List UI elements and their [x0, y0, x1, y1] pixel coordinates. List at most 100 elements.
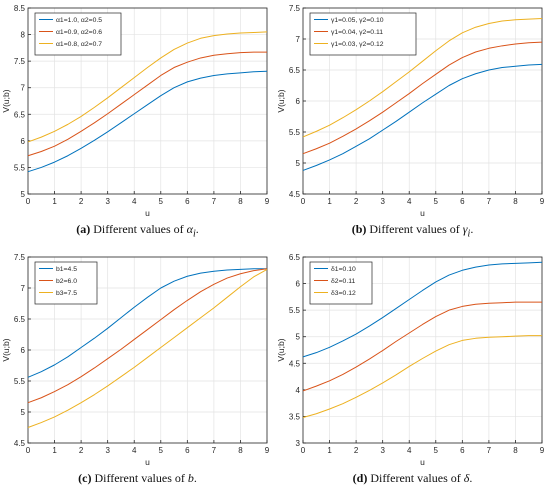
x-tick-label: 3 [105, 446, 110, 455]
x-tick-label: 4 [132, 197, 137, 206]
caption-d-text: Different values of [370, 471, 464, 485]
legend: b1=4.5 b2=6.0 b3=7.5 [34, 261, 98, 305]
y-tick-label: 6.5 [14, 110, 26, 119]
y-axis-label: V(u;b) [276, 338, 286, 361]
series-line-2 [27, 268, 268, 404]
y-tick-label: 6.5 [289, 253, 301, 262]
x-tick-label: 0 [26, 197, 31, 206]
x-tick-label: 0 [301, 446, 306, 455]
y-tick-label: 7.5 [14, 253, 26, 262]
chart-b: 0 1 2 3 4 5 6 7 8 9 4.5 5 5.5 6 6.5 7 7.5 u V(u;b) γ1=0.05,… [276, 4, 545, 218]
y-tick-label: 5.5 [14, 377, 26, 386]
x-axis-label: u [420, 457, 425, 467]
caption-c-text: Different values of [94, 471, 188, 485]
y-tick-label: 7.5 [14, 57, 26, 66]
legend-label-1: α1=1.0, α2=0.5 [56, 17, 102, 24]
y-tick-label: 3.5 [289, 412, 301, 421]
y-tick-label: 7 [21, 284, 26, 293]
caption-d-symbol: δ [463, 471, 470, 485]
x-tick-label: 3 [380, 197, 385, 206]
series-line-1 [302, 63, 543, 171]
x-tick-label: 5 [434, 197, 439, 206]
x-tick-label: 9 [540, 446, 545, 455]
x-tick-label: 0 [301, 197, 306, 206]
x-tick-label: 2 [79, 197, 84, 206]
x-tick-label: 8 [513, 197, 518, 206]
x-tick-label: 8 [238, 446, 243, 455]
caption-b: (b) Different values of γi. [351, 222, 474, 240]
chart-c: 0 1 2 3 4 5 6 7 8 9 4.5 5 5.5 6 6.5 7 7.5 u V(u;b) b1=4.5 b2… [1, 253, 270, 467]
caption-b-letter: b [355, 222, 363, 236]
legend-label-1: δ1=0.10 [331, 266, 356, 273]
x-tick-label: 4 [407, 197, 412, 206]
panel-d: 0 1 2 3 4 5 6 7 8 9 3 3.5 4 4.5 5 5.5 6 6.5 u V(u;b) δ1=0.10… [275, 249, 550, 497]
caption-a: (a) Different values of αi. [76, 222, 199, 240]
x-tick-label: 5 [434, 446, 439, 455]
y-tick-label: 6.5 [289, 66, 301, 75]
legend-label-2: α1=0.9, α2=0.6 [56, 29, 102, 36]
y-tick-label: 7 [296, 35, 301, 44]
x-axis-label: u [145, 208, 150, 218]
x-tick-label: 3 [105, 197, 110, 206]
axes-box [27, 7, 268, 195]
legend: α1=1.0, α2=0.5 α1=0.9, α2=0.6 α1=0.8, α2=0… [34, 12, 122, 56]
caption-c-letter: c [82, 471, 88, 485]
series-line-3 [302, 335, 542, 418]
y-tick-label: 5 [296, 159, 301, 168]
y-tick-label: 5.5 [14, 163, 26, 172]
x-tick-label: 1 [327, 446, 332, 455]
x-tick-label: 7 [487, 446, 492, 455]
x-tick-label: 6 [460, 446, 465, 455]
y-tick-label: 5.5 [289, 306, 301, 315]
y-tick-label: 7.5 [289, 4, 301, 13]
y-axis-label: V(u;b) [1, 89, 11, 112]
y-tick-label: 6 [21, 137, 26, 146]
y-axis-label: V(u;b) [1, 338, 11, 361]
series-line-3 [27, 268, 268, 428]
caption-a-letter: a [80, 222, 87, 236]
x-tick-label: 7 [212, 197, 217, 206]
x-tick-label: 1 [52, 446, 57, 455]
x-tick-label: 5 [159, 197, 164, 206]
legend-label-3: b3=7.5 [56, 290, 77, 297]
caption-d: (d) Different values of δ. [352, 471, 473, 485]
x-tick-label: 1 [52, 197, 57, 206]
series-line-2 [27, 51, 267, 157]
y-tick-label: 4.5 [14, 439, 26, 448]
y-tick-label: 5 [21, 190, 26, 199]
x-tick-label: 8 [238, 197, 243, 206]
x-tick-label: 4 [132, 446, 137, 455]
x-tick-label: 1 [327, 197, 332, 206]
x-tick-label: 3 [380, 446, 385, 455]
series-line-1 [27, 268, 267, 378]
y-tick-label: 6 [296, 280, 301, 289]
x-axis-label: u [145, 457, 150, 467]
y-tick-label: 8 [21, 31, 26, 40]
x-tick-label: 7 [212, 446, 217, 455]
y-tick-label: 7 [21, 84, 26, 93]
x-tick-label: 8 [513, 446, 518, 455]
panel-c: 0 1 2 3 4 5 6 7 8 9 4.5 5 5.5 6 6.5 7 7.5 u V(u;b) b1=4.5 b2… [0, 249, 275, 497]
y-axis-label: V(u;b) [276, 89, 286, 112]
caption-a-text: Different values of [93, 222, 187, 236]
caption-b-sub: i [467, 228, 471, 240]
x-tick-label: 2 [354, 446, 359, 455]
series-line-3 [302, 18, 543, 138]
caption-c: (c) Different values of b. [78, 471, 197, 485]
caption-a-sub: i [192, 228, 196, 240]
panel-a: 0 1 2 3 4 5 6 7 8 9 5 5.5 6 6.5 7 7.5 8 8.5 u V(u;b) α1=1.0,… [0, 0, 275, 248]
legend: δ1=0.10 δ2=0.11 δ3=0.12 [309, 261, 373, 305]
y-tick-label: 4 [296, 386, 301, 395]
series-line-3 [27, 31, 268, 143]
legend-label-1: γ1=0.05, γ2=0.10 [331, 17, 384, 24]
series-line-2 [302, 41, 543, 155]
legend-label-3: δ3=0.12 [331, 290, 356, 297]
legend-label-1: b1=4.5 [56, 266, 77, 273]
panel-b: 0 1 2 3 4 5 6 7 8 9 4.5 5 5.5 6 6.5 7 7.5 u V(u;b) γ1=0.05,… [275, 0, 550, 248]
x-tick-label: 9 [265, 446, 270, 455]
series-line-1 [27, 70, 268, 173]
legend-label-2: δ2=0.11 [331, 278, 355, 285]
caption-a-symbol: α [186, 222, 193, 236]
y-tick-label: 8.5 [14, 4, 26, 13]
